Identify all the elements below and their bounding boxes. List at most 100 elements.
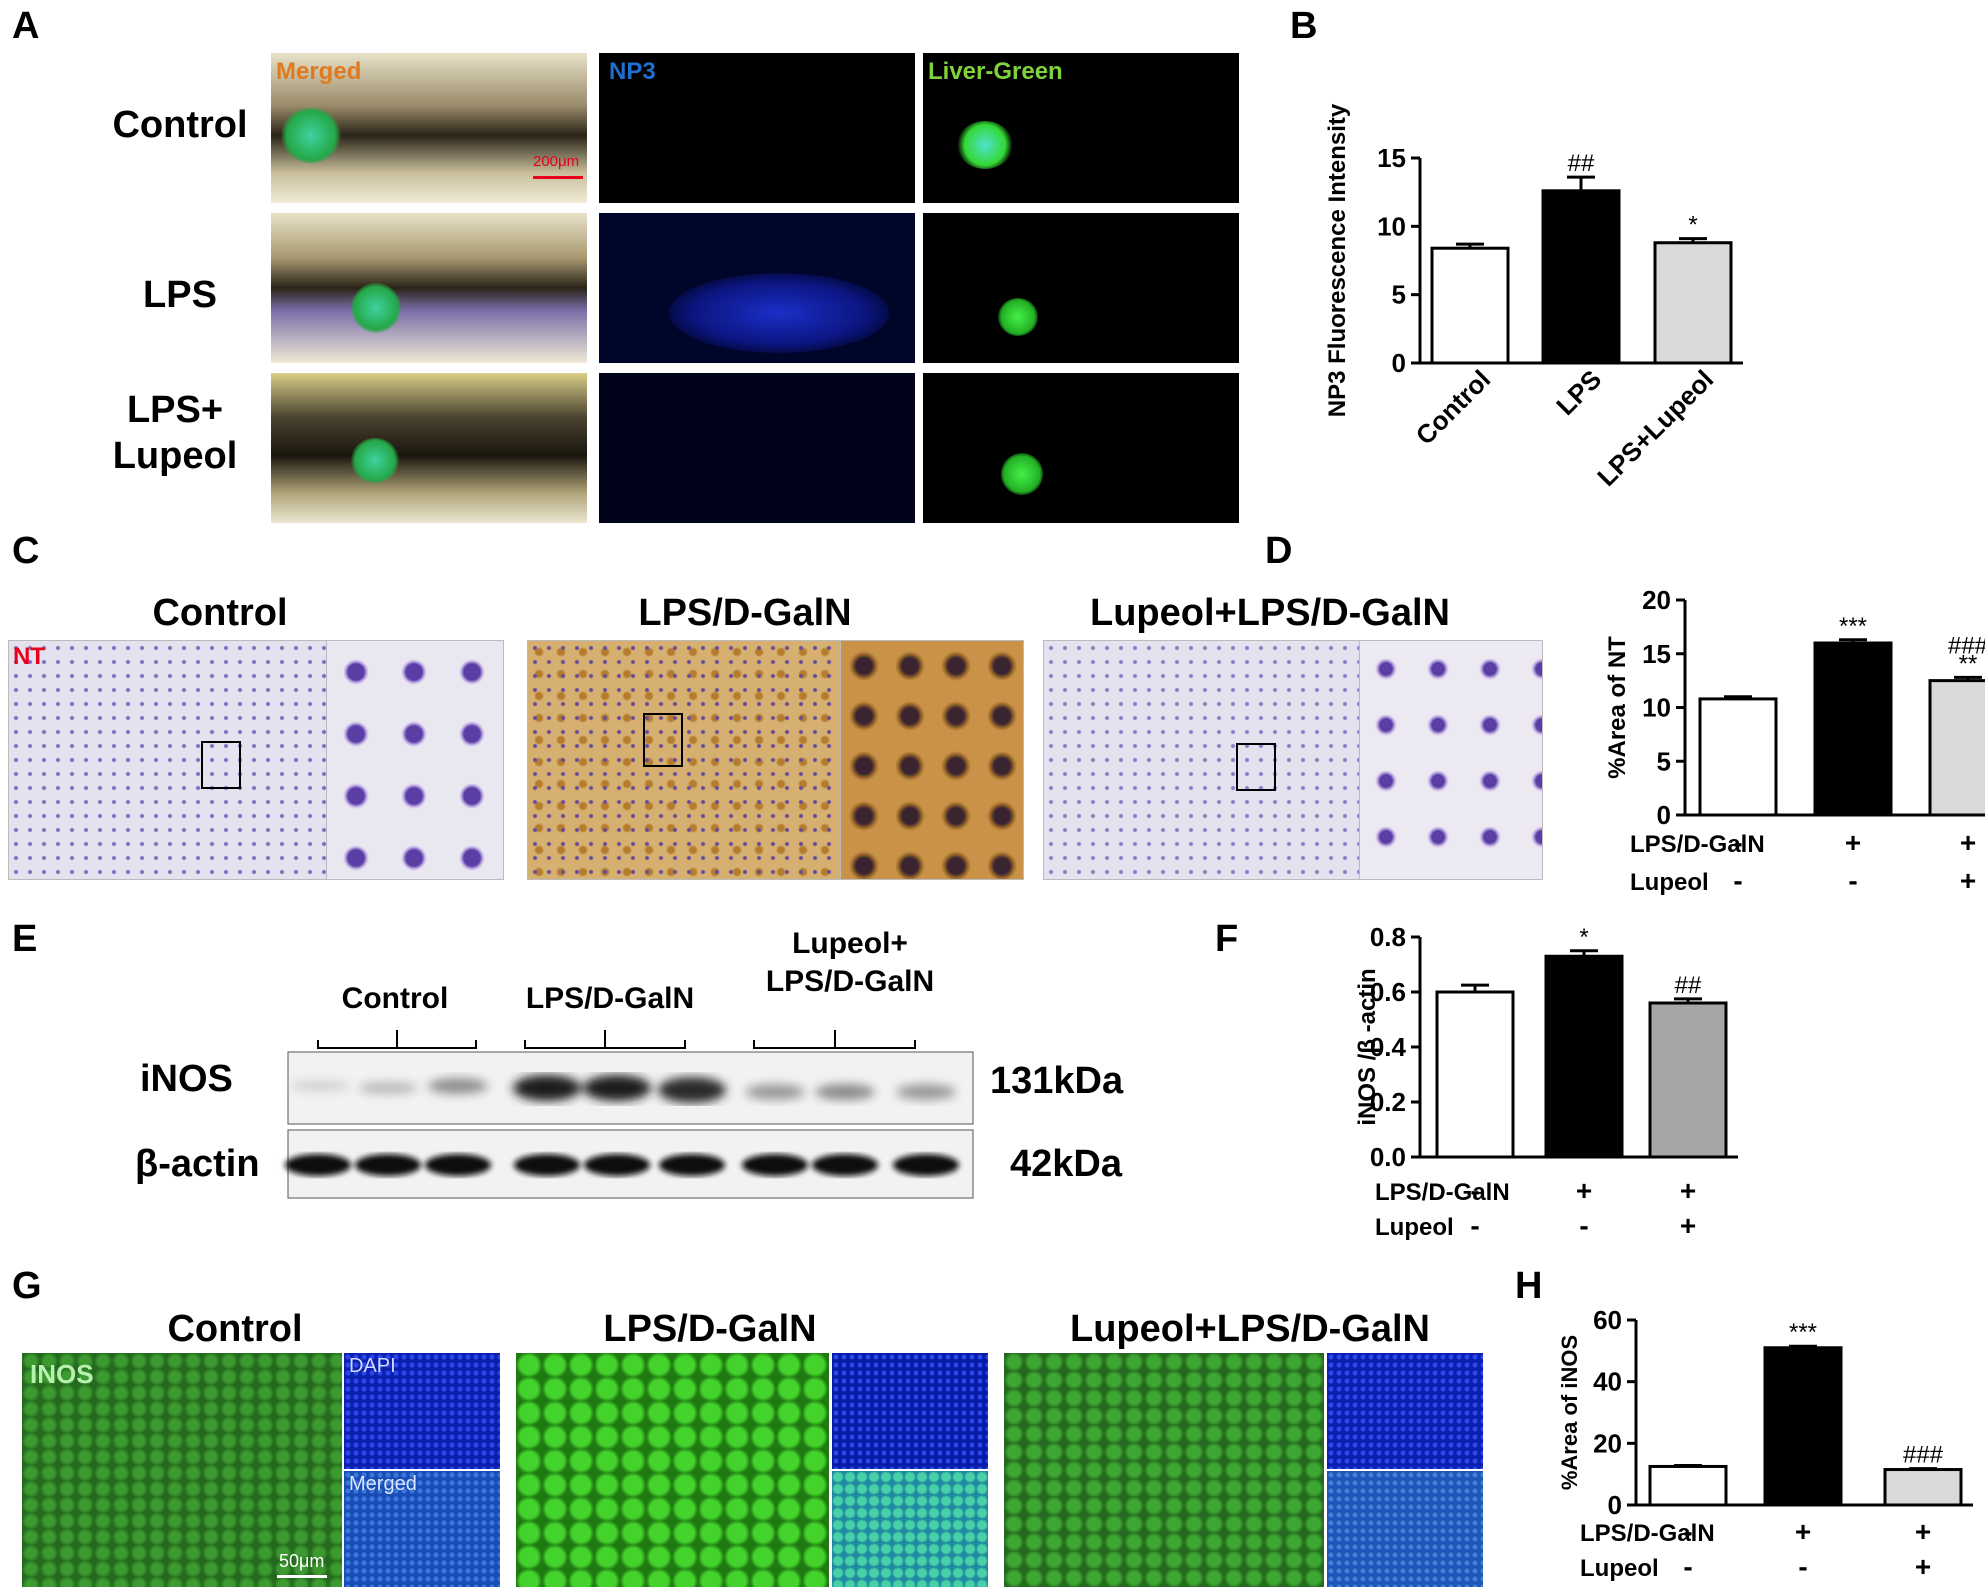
zebrafish-np3-lps-lupeol bbox=[599, 373, 915, 523]
y-tick-label: 0 bbox=[1657, 800, 1671, 830]
bracket-lps bbox=[524, 1030, 686, 1049]
band bbox=[514, 1154, 580, 1176]
significance-mark: *** bbox=[1839, 613, 1867, 640]
x-category-label: Control bbox=[1410, 364, 1497, 451]
inos-label: INOS bbox=[30, 1359, 94, 1389]
liver-spot bbox=[351, 283, 401, 333]
y-axis-label: %Area of NT bbox=[1604, 636, 1631, 779]
band bbox=[896, 1084, 956, 1100]
ihc-low-lupeol-lps bbox=[1043, 640, 1360, 880]
y-tick-label: 60 bbox=[1593, 1305, 1622, 1335]
y-axis-label: iNOS /β -actin bbox=[1354, 968, 1381, 1125]
bracket-lupeol-lps bbox=[753, 1030, 916, 1049]
if-dapi-lupeol-lps bbox=[1327, 1353, 1483, 1469]
if-title-lps: LPS/D-GalN bbox=[603, 1308, 817, 1350]
liver-spot bbox=[998, 298, 1038, 336]
panel-label-g: G bbox=[12, 1265, 42, 1307]
zebrafish-merged-control: Merged 200μm bbox=[271, 53, 587, 203]
condition-sign: + bbox=[1845, 827, 1861, 858]
dapi-label: DAPI bbox=[349, 1355, 396, 1377]
row-label-lps-lupeol: LPS+ Lupeol bbox=[112, 389, 238, 477]
significance-mark: * bbox=[1688, 212, 1697, 239]
bar bbox=[1544, 954, 1624, 1159]
condition-sign: - bbox=[1470, 1210, 1479, 1241]
ihc-title-control: Control bbox=[152, 592, 288, 634]
merged-label: Merged bbox=[276, 58, 362, 85]
wb-group-lupeol-lps: Lupeol+ LPS/D-GalN bbox=[765, 927, 935, 998]
condition-label: LPS/D-GalN bbox=[1630, 831, 1765, 858]
condition-sign: - bbox=[1579, 1210, 1588, 1241]
panel-label-f: F bbox=[1215, 918, 1239, 960]
condition-sign: + bbox=[1960, 827, 1976, 858]
panel-label-h: H bbox=[1515, 1265, 1543, 1307]
band-label-inos: iNOS bbox=[140, 1058, 233, 1100]
bar bbox=[1653, 241, 1733, 365]
nt-label: NT bbox=[13, 643, 45, 670]
bar bbox=[1883, 1468, 1963, 1507]
zoom-box bbox=[201, 741, 241, 789]
scale-bar bbox=[277, 1575, 327, 1578]
panel-label-e: E bbox=[12, 918, 38, 960]
x-category-label: LPS+Lupeol bbox=[1591, 364, 1719, 492]
condition-sign: - bbox=[1470, 1175, 1479, 1206]
bar bbox=[1435, 990, 1515, 1159]
if-merged-lps bbox=[832, 1471, 988, 1587]
band bbox=[742, 1154, 808, 1176]
scale-bar-label: 50μm bbox=[279, 1551, 325, 1571]
y-tick-label: 0.0 bbox=[1370, 1142, 1406, 1172]
zebrafish-merged-lps-lupeol bbox=[271, 373, 587, 523]
band bbox=[358, 1082, 418, 1094]
condition-sign: + bbox=[1915, 1516, 1931, 1547]
x-category-label: LPS bbox=[1550, 364, 1607, 421]
significance-mark: ### bbox=[1903, 1442, 1944, 1469]
if-title-control: Control bbox=[167, 1308, 303, 1350]
zebrafish-np3-control: NP3 bbox=[599, 53, 915, 203]
band bbox=[285, 1154, 351, 1176]
y-tick-label: 5 bbox=[1657, 746, 1671, 776]
band bbox=[513, 1075, 581, 1101]
wb-group-control: Control bbox=[341, 982, 449, 1015]
condition-sign: - bbox=[1733, 827, 1742, 858]
panel-label-c: C bbox=[12, 530, 40, 572]
significance-mark: * bbox=[1579, 924, 1588, 951]
bar bbox=[1763, 1346, 1843, 1507]
bar bbox=[1928, 679, 1985, 817]
merged-channel-label: Merged bbox=[349, 1473, 417, 1495]
zebrafish-liver-control: Liver-Green bbox=[923, 53, 1239, 203]
band bbox=[745, 1084, 805, 1100]
y-tick-label: 5 bbox=[1392, 280, 1406, 310]
band bbox=[355, 1154, 421, 1176]
scale-bar-label: 200μm bbox=[533, 153, 580, 170]
ihc-high-lps bbox=[840, 640, 1024, 880]
y-tick-label: 0 bbox=[1392, 348, 1406, 378]
condition-label: LPS/D-GalN bbox=[1375, 1179, 1510, 1206]
row-label-control: Control bbox=[112, 104, 248, 146]
if-merged-control: Merged bbox=[344, 1471, 500, 1587]
y-tick-label: 0.2 bbox=[1370, 1087, 1406, 1117]
if-title-lupeol-lps: Lupeol+LPS/D-GalN bbox=[1070, 1308, 1430, 1350]
y-tick-label: 0.8 bbox=[1370, 922, 1406, 952]
size-label-inos: 131kDa bbox=[990, 1060, 1124, 1102]
y-tick-label: 0 bbox=[1608, 1490, 1622, 1520]
condition-sign: - bbox=[1733, 865, 1742, 896]
liver-spot bbox=[1001, 453, 1043, 495]
bracket-control bbox=[317, 1030, 477, 1049]
condition-label: LPS/D-GalN bbox=[1580, 1520, 1715, 1547]
np3-label: NP3 bbox=[609, 58, 656, 85]
ihc-low-lps bbox=[527, 640, 841, 880]
bar bbox=[1698, 697, 1778, 817]
ihc-title-lps: LPS/D-GalN bbox=[638, 592, 852, 634]
band bbox=[425, 1154, 491, 1176]
condition-sign: + bbox=[1680, 1210, 1696, 1241]
y-tick-label: 20 bbox=[1642, 585, 1671, 615]
panel-label-d: D bbox=[1265, 530, 1293, 572]
if-inos-lps bbox=[516, 1353, 829, 1587]
panel-label-b: B bbox=[1290, 5, 1318, 47]
condition-sign: + bbox=[1795, 1516, 1811, 1547]
zebrafish-merged-lps bbox=[271, 213, 587, 363]
ihc-low-control: NT bbox=[8, 640, 327, 880]
scale-bar bbox=[533, 176, 583, 179]
liver-spot bbox=[351, 438, 399, 483]
